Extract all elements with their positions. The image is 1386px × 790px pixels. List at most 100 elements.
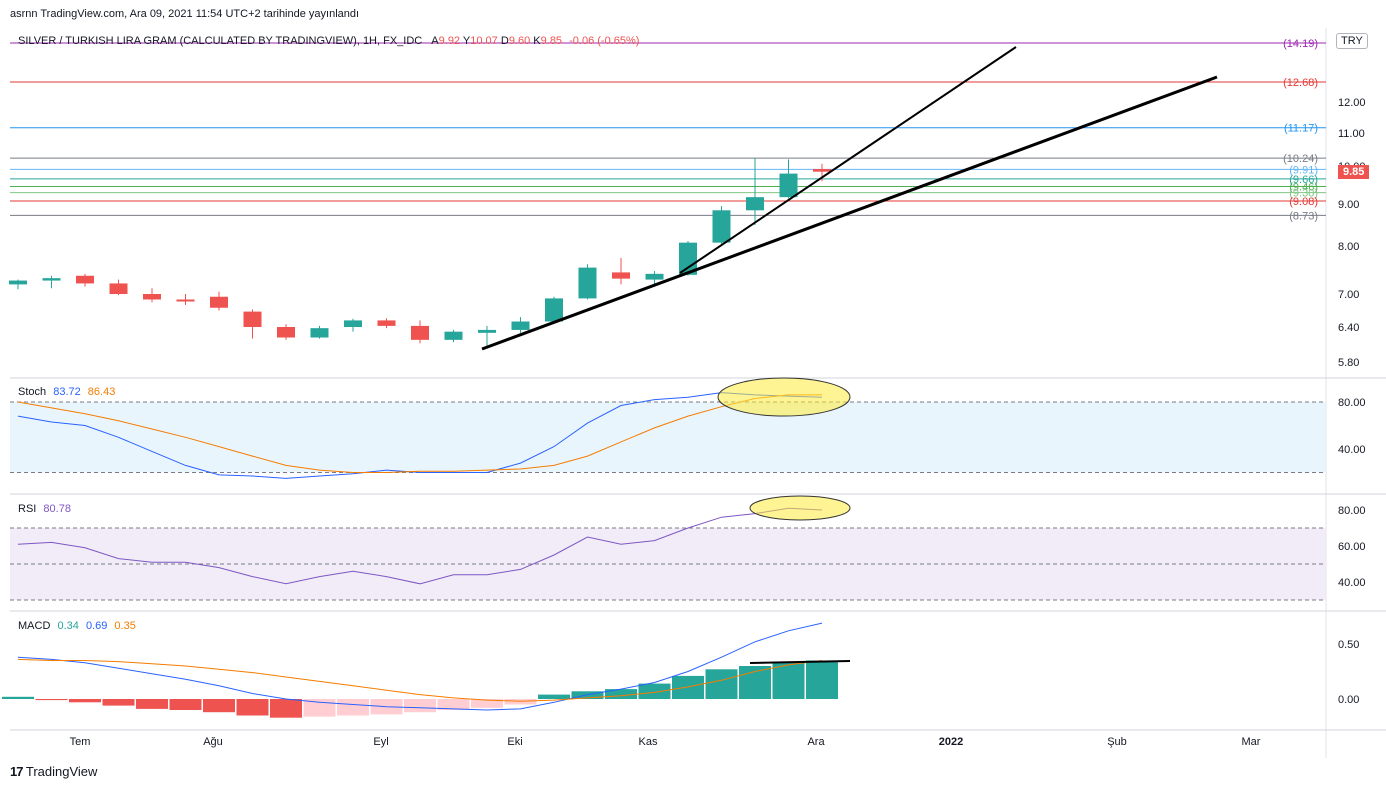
stoch-highlight-ellipse (717, 377, 851, 417)
rsi-tick-label: 40.00 (1338, 577, 1366, 589)
ohlc-change: -0.06 (-0.65%) (569, 35, 640, 47)
macd-histogram-bar (571, 691, 604, 699)
macd-histogram-bar (203, 699, 235, 713)
level-label: (9.30) (1289, 188, 1318, 200)
rsi-line (17, 507, 823, 585)
rsi-tick-label: 80.00 (1338, 505, 1366, 517)
macd-histogram-bar (337, 699, 369, 716)
price-tick-label: 9.00 (1338, 199, 1359, 211)
macd-tick-label: 0.00 (1338, 694, 1359, 706)
tradingview-logo-icon: 17 (10, 764, 24, 779)
macd-histogram-bar (471, 699, 503, 708)
candle-body (712, 210, 731, 243)
rsi-highlight-ellipse (749, 495, 851, 521)
ohlc-close-label: K (533, 35, 541, 47)
stoch-d-value: 86.43 (87, 386, 116, 398)
candle-body (310, 328, 329, 338)
macd-histogram-bar (136, 699, 168, 709)
macd-histogram-bar (236, 699, 269, 716)
rsi-value: 80.78 (43, 503, 71, 515)
time-tick-label: Ara (807, 736, 825, 748)
ohlc-high-label: Y (462, 35, 471, 47)
candle-body (210, 296, 228, 308)
time-tick-label: Eyl (373, 736, 388, 748)
level-label: (10.24) (1283, 153, 1318, 165)
stoch-band (10, 402, 1326, 473)
macd-histogram-bar (705, 669, 738, 699)
candle-body (746, 197, 764, 211)
candle-body (411, 325, 429, 340)
time-tick-label: 2022 (939, 736, 963, 748)
macd-histogram-bar (538, 694, 570, 699)
level-label: (8.73) (1289, 210, 1318, 222)
candle-body (176, 299, 195, 302)
macd-hist-value: 0.34 (57, 620, 79, 632)
level-label: (9.08) (1289, 196, 1318, 208)
macd-histogram-bar (739, 666, 771, 699)
candle-body (578, 267, 597, 299)
macd-histogram-bar (806, 660, 838, 699)
candle-body (76, 275, 94, 284)
currency-button[interactable]: TRY (1336, 33, 1368, 49)
price-tick-label: 12.00 (1338, 97, 1366, 109)
candle-body (377, 320, 396, 326)
macd-signal-value: 0.35 (114, 620, 136, 632)
candle-body (444, 331, 463, 340)
level-label: (9.46) (1289, 182, 1318, 194)
symbol-legend: SILVER / TURKISH LIRA GRAM (CALCULATED B… (18, 35, 639, 47)
macd-line-value: 0.69 (85, 620, 108, 632)
rsi-title: RSI (18, 503, 37, 515)
stoch-legend: Stoch 83.72 86.43 (18, 386, 115, 398)
candle-body (679, 242, 697, 275)
macd-histogram-bar (437, 699, 470, 710)
candle-body (645, 273, 664, 280)
candle-body (143, 294, 161, 300)
time-tick-label: Eki (507, 736, 522, 748)
symbol-title: SILVER / TURKISH LIRA GRAM (CALCULATED B… (18, 35, 423, 47)
macd-histogram-bar (672, 675, 704, 699)
ohlc-high: 10.07 (470, 35, 498, 47)
macd-histogram-bar (638, 683, 671, 699)
macd-histogram-bar (169, 699, 202, 710)
candle-body (511, 321, 530, 330)
macd-histogram-bar (772, 661, 805, 699)
stoch-d-line (17, 394, 822, 473)
macd-histogram-bar (303, 699, 336, 717)
macd-legend: MACD 0.34 0.69 0.35 (18, 620, 136, 632)
stoch-k-line (17, 392, 823, 479)
time-tick-label: Şub (1107, 736, 1127, 748)
trendline-steep (679, 46, 1017, 274)
macd-histogram-bar (404, 699, 436, 713)
stoch-tick-label: 80.00 (1338, 397, 1366, 409)
macd-histogram-bar (605, 689, 637, 699)
macd-histogram-bar (270, 699, 302, 718)
macd-histogram-bar (35, 699, 68, 701)
candle-body (277, 327, 295, 338)
time-tick-label: Kas (639, 736, 658, 748)
macd-histogram-bar (504, 699, 537, 705)
time-tick-label: Ağu (203, 736, 223, 748)
macd-title: MACD (18, 620, 51, 632)
price-tick-label: 8.00 (1338, 241, 1359, 253)
candle-body (478, 329, 496, 333)
price-tick-label: 5.80 (1338, 357, 1359, 369)
macd-tick-label: 0.50 (1338, 639, 1359, 651)
published-caption: asrnn TradingView.com, Ara 09, 2021 11:5… (10, 8, 360, 20)
level-label: (11.17) (1284, 123, 1318, 135)
ohlc-open: 9.92 (438, 35, 461, 47)
level-label: (9.91) (1289, 164, 1318, 176)
candle-body (9, 280, 27, 285)
rsi-legend: RSI 80.78 (18, 503, 71, 515)
footer-brand: TradingView (25, 764, 98, 779)
candle-body (612, 272, 630, 279)
level-label: (12.68) (1283, 77, 1318, 89)
level-label: (9.66) (1289, 174, 1318, 186)
last-price-label: 9.85 (1338, 165, 1370, 179)
time-tick-label: Mar (1242, 736, 1261, 748)
stoch-k-value: 83.72 (53, 386, 81, 398)
ohlc-low: 9.60 (508, 35, 531, 47)
candle-body (813, 169, 831, 172)
trendline-long (481, 75, 1218, 351)
macd-drawn-line (749, 660, 851, 664)
